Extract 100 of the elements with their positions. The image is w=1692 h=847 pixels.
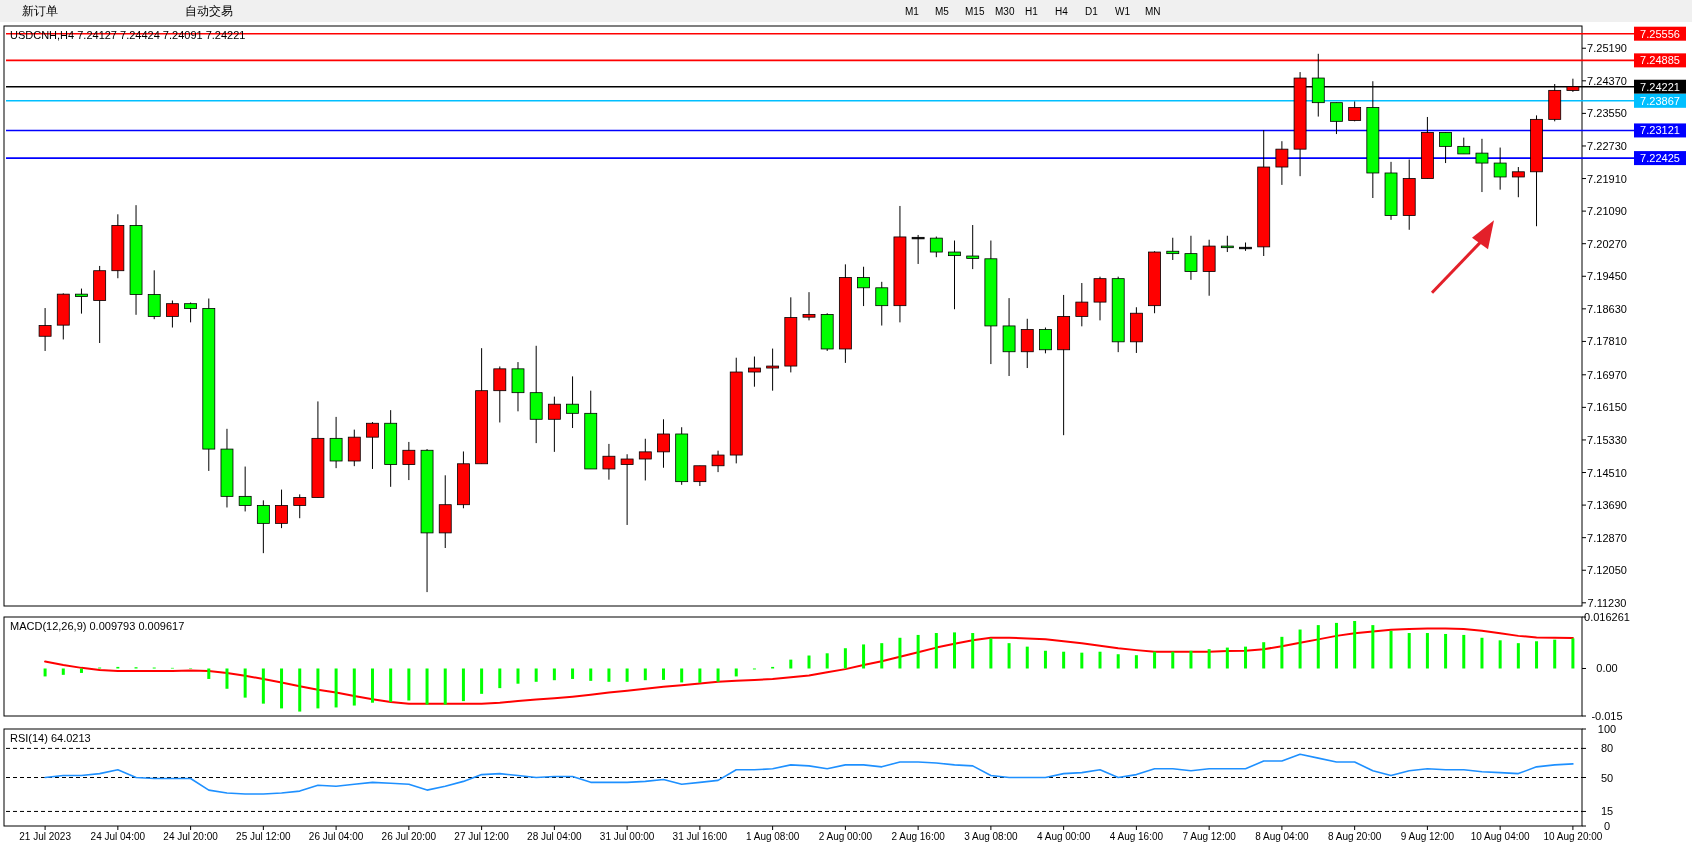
bar — [1080, 652, 1084, 669]
bar — [370, 668, 374, 703]
candlestick — [1075, 282, 1089, 327]
ref-line-label: 7.23867 — [1640, 94, 1680, 107]
y-tick-label: 7.12050 — [1587, 564, 1627, 577]
bar — [571, 668, 575, 679]
y-tick-label: 7.11230 — [1587, 596, 1627, 609]
candlestick — [1020, 318, 1034, 369]
x-tick-label: 4 Aug 00:00 — [1036, 831, 1091, 842]
x-tick-label: 26 Jul 04:00 — [308, 831, 364, 842]
bar — [698, 668, 702, 683]
candlestick — [493, 365, 507, 423]
bar — [334, 668, 338, 708]
x-tick-label: 24 Jul 04:00 — [90, 831, 146, 842]
bar — [352, 668, 356, 706]
bar — [1535, 641, 1539, 669]
text: H4 — [1055, 6, 1069, 17]
bar — [498, 668, 502, 689]
x-tick-label: 9 Aug 12:00 — [1400, 831, 1455, 842]
y-tick-label: 7.16150 — [1587, 401, 1627, 414]
candlestick — [1166, 237, 1180, 261]
bar — [61, 668, 65, 675]
x-tick-label: 8 Aug 20:00 — [1327, 831, 1382, 842]
x-tick-label: 1 Aug 08:00 — [745, 831, 800, 842]
bar — [461, 668, 465, 702]
bar — [1334, 622, 1338, 669]
y-tick-label: 0.00 — [1596, 662, 1618, 675]
bar — [934, 633, 938, 669]
x-tick-label: 24 Jul 20:00 — [163, 831, 219, 842]
y-tick-label: 7.25190 — [1587, 42, 1627, 55]
candlestick — [75, 288, 88, 315]
bar — [280, 668, 284, 709]
candlestick — [1493, 147, 1507, 191]
bar — [953, 632, 957, 669]
bar — [589, 668, 593, 681]
candlestick — [1439, 131, 1452, 164]
bar — [534, 668, 538, 682]
candlestick — [566, 375, 579, 429]
y-tick-label: 7.22730 — [1587, 139, 1627, 152]
bar — [1407, 633, 1411, 669]
bar — [1062, 651, 1066, 669]
bar — [1189, 650, 1193, 669]
x-tick-label: 27 Jul 12:00 — [454, 831, 510, 842]
bar — [1444, 633, 1448, 669]
bar — [716, 668, 720, 682]
candlestick — [1475, 138, 1489, 193]
candlestick — [657, 418, 670, 469]
candlestick — [620, 453, 634, 526]
bar — [79, 668, 83, 673]
bar — [1025, 646, 1029, 669]
bar — [989, 638, 993, 669]
y-tick-label: 0.016261 — [1584, 611, 1630, 623]
candlestick — [602, 443, 616, 481]
candlestick — [293, 493, 307, 519]
bar — [207, 668, 211, 679]
bar — [443, 668, 447, 705]
bar — [807, 655, 811, 669]
y-tick-label: 7.13690 — [1587, 499, 1627, 512]
x-tick-label: 31 Jul 16:00 — [672, 831, 728, 842]
bar — [1171, 651, 1175, 669]
bar — [1389, 630, 1393, 669]
x-tick-label: 25 Jul 12:00 — [236, 831, 292, 842]
y-tick-label: 7.20270 — [1587, 237, 1627, 250]
text: D1 — [1085, 6, 1099, 17]
bar — [1516, 643, 1520, 669]
x-tick-label: 7 Aug 12:00 — [1182, 831, 1237, 842]
x-tick-label: 10 Aug 04:00 — [1470, 831, 1531, 842]
candlestick — [38, 307, 52, 352]
bar — [1225, 647, 1229, 669]
candlestick — [1330, 102, 1343, 135]
candlestick — [329, 416, 343, 469]
bar — [1153, 651, 1157, 669]
bar — [1134, 655, 1138, 669]
candlestick — [693, 465, 707, 487]
bar — [480, 668, 484, 694]
text: M5 — [935, 6, 950, 17]
y-tick-label: 7.23550 — [1587, 107, 1627, 120]
bar — [843, 648, 847, 669]
bar — [1462, 634, 1466, 669]
bar — [1553, 639, 1557, 669]
candlestick — [748, 356, 761, 388]
bar — [825, 653, 829, 669]
bar — [1316, 625, 1320, 669]
bar — [243, 668, 247, 698]
candlestick — [802, 291, 816, 321]
text: 新订单 — [22, 4, 58, 18]
bar — [680, 668, 684, 683]
bar — [1007, 643, 1011, 669]
x-tick-label: 26 Jul 20:00 — [381, 831, 437, 842]
candlestick — [711, 450, 725, 473]
ref-line-label: 7.23121 — [1640, 124, 1680, 137]
ref-line-label: 7.22425 — [1640, 152, 1680, 165]
candlestick — [911, 234, 925, 265]
bar — [1480, 637, 1484, 669]
bar — [916, 634, 920, 669]
bar — [1207, 649, 1211, 669]
candlestick — [1039, 327, 1052, 354]
bar — [298, 668, 302, 712]
candlestick — [1093, 276, 1107, 321]
text: M15 — [965, 6, 985, 17]
